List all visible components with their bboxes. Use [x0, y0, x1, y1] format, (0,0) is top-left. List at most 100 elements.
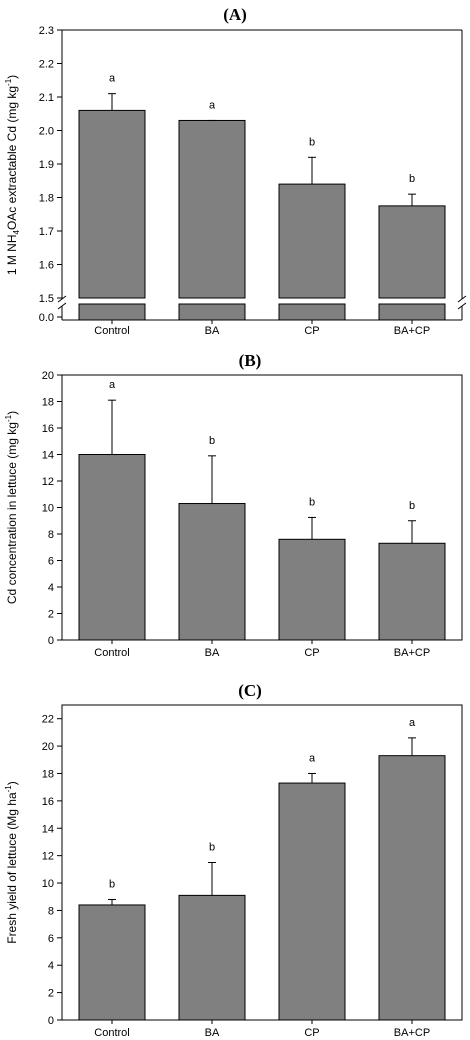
significance-letter: b: [209, 842, 215, 854]
y-axis-label: 1 M NH4OAc extractable Cd (mg kg-1): [4, 75, 21, 275]
y-tick-label: 2: [48, 609, 54, 621]
panel-title: (B): [239, 351, 262, 370]
category-label: CP: [304, 647, 319, 659]
y-tick-label: 4: [48, 960, 54, 972]
y-tick-label: 2.0: [39, 126, 54, 138]
y-tick-label: 0: [48, 635, 54, 647]
y-axis-label-part: 4: [12, 229, 21, 234]
y-tick-label: 16: [42, 423, 54, 435]
category-label: Control: [94, 647, 129, 659]
y-tick-label: 6: [48, 556, 54, 568]
chart-panel-3: (C) 0 2 4 6 8 10 12 14 16 18 20 22 b Control b BA a CP a BA+…: [4, 681, 463, 1039]
bar-CP: [278, 538, 346, 641]
y-tick-label: 10: [42, 503, 54, 515]
significance-letter: b: [409, 500, 415, 512]
y-tick-label: 8: [48, 529, 54, 541]
y-tick-label: 14: [42, 450, 54, 462]
significance-letter: a: [209, 99, 216, 111]
y-tick-label: 0.0: [39, 312, 54, 324]
y-axis-label: Fresh yield of lettuce (Mg ha-1): [4, 781, 19, 944]
panel-title: (C): [238, 681, 262, 700]
bar-CP: [278, 183, 346, 299]
y-tick-label: 8: [48, 905, 54, 917]
y-axis-label-part: -1: [4, 78, 13, 86]
category-label: BA: [205, 325, 220, 337]
y-tick-label: 18: [42, 397, 54, 409]
y-tick-label: 20: [42, 741, 54, 753]
y-tick-label: 6: [48, 933, 54, 945]
axis-break-mark: [457, 302, 467, 310]
significance-letter: a: [309, 752, 316, 764]
bar-Control: [78, 454, 146, 641]
y-tick-label: 1.6: [39, 260, 54, 272]
bar-BA: [178, 894, 246, 1021]
category-label: BA+CP: [394, 325, 430, 337]
bar-stub-CP: [278, 303, 346, 321]
significance-letter: b: [209, 435, 215, 447]
plot-frame: [61, 704, 463, 1021]
bar-CP: [278, 782, 346, 1021]
axis-break-mark: [57, 302, 67, 310]
y-tick-label: 14: [42, 823, 54, 835]
bar-BA: [178, 503, 246, 641]
panel-title: (A): [223, 5, 247, 24]
significance-letter: b: [309, 136, 315, 148]
category-label: BA: [205, 1027, 220, 1039]
plot-frame: [61, 374, 463, 641]
y-tick-label: 0: [48, 1015, 54, 1027]
y-axis-label-part: ): [5, 75, 19, 79]
y-axis-label-part: ): [5, 411, 19, 415]
significance-letter: b: [409, 173, 415, 185]
category-label: BA: [205, 647, 220, 659]
y-axis-label-part: ): [5, 781, 19, 785]
y-tick-label: 1.9: [39, 159, 54, 171]
category-label: BA+CP: [394, 647, 430, 659]
axis-break-mark: [57, 295, 67, 303]
y-tick-label: 2.3: [39, 25, 54, 37]
y-tick-label: 1.8: [39, 193, 54, 205]
y-tick-label: 16: [42, 796, 54, 808]
category-label: CP: [304, 325, 319, 337]
y-axis-label-part: -1: [4, 785, 13, 793]
category-label: Control: [94, 325, 129, 337]
y-tick-label: 2.1: [39, 92, 54, 104]
bar-BA+CP: [378, 542, 446, 641]
bar-stub-BA+CP: [378, 303, 446, 321]
y-tick-label: 18: [42, 768, 54, 780]
y-tick-label: 2.2: [39, 59, 54, 71]
significance-letter: a: [409, 717, 416, 729]
y-tick-label: 12: [42, 851, 54, 863]
bar-BA+CP: [378, 205, 446, 299]
y-tick-label: 4: [48, 582, 54, 594]
y-axis-label-part: -1: [4, 414, 13, 422]
y-axis-label: Cd concentration in lettuce (mg kg-1): [4, 411, 19, 604]
chart-panel-1: (A) 1.5 1.6 1.7 1.8 1.9 2.0 2.1 2.2 2.3 0.0 a Contro…: [4, 5, 467, 337]
y-tick-label: 1.5: [39, 293, 54, 305]
significance-letter: a: [109, 379, 116, 391]
y-axis-label-part: Cd concentration in lettuce (mg kg: [5, 422, 19, 604]
y-tick-label: 2: [48, 988, 54, 1000]
bar-BA+CP: [378, 755, 446, 1021]
y-axis-label-part: OAc extractable Cd (mg kg: [5, 86, 19, 230]
chart-panel-2: (B) 0 2 4 6 8 10 12 14 16 18 20 a Control b BA b CP b BA+CP…: [4, 351, 463, 659]
bar-Control: [78, 109, 146, 299]
bar-stub-BA: [178, 303, 246, 321]
y-tick-label: 12: [42, 476, 54, 488]
category-label: CP: [304, 1027, 319, 1039]
significance-letter: a: [109, 73, 116, 85]
y-axis-label-part: Fresh yield of lettuce (Mg ha: [5, 792, 19, 944]
y-tick-label: 1.7: [39, 226, 54, 238]
category-label: Control: [94, 1027, 129, 1039]
bar-BA: [178, 119, 246, 299]
significance-letter: b: [309, 496, 315, 508]
bar-stub-Control: [78, 303, 146, 321]
significance-letter: b: [109, 878, 115, 890]
y-axis-label-part: 1 M NH: [5, 234, 19, 275]
axis-break-mark: [457, 295, 467, 303]
y-tick-label: 20: [42, 370, 54, 382]
category-label: BA+CP: [394, 1027, 430, 1039]
bar-Control: [78, 904, 146, 1021]
y-tick-label: 22: [42, 714, 54, 726]
y-tick-label: 10: [42, 878, 54, 890]
